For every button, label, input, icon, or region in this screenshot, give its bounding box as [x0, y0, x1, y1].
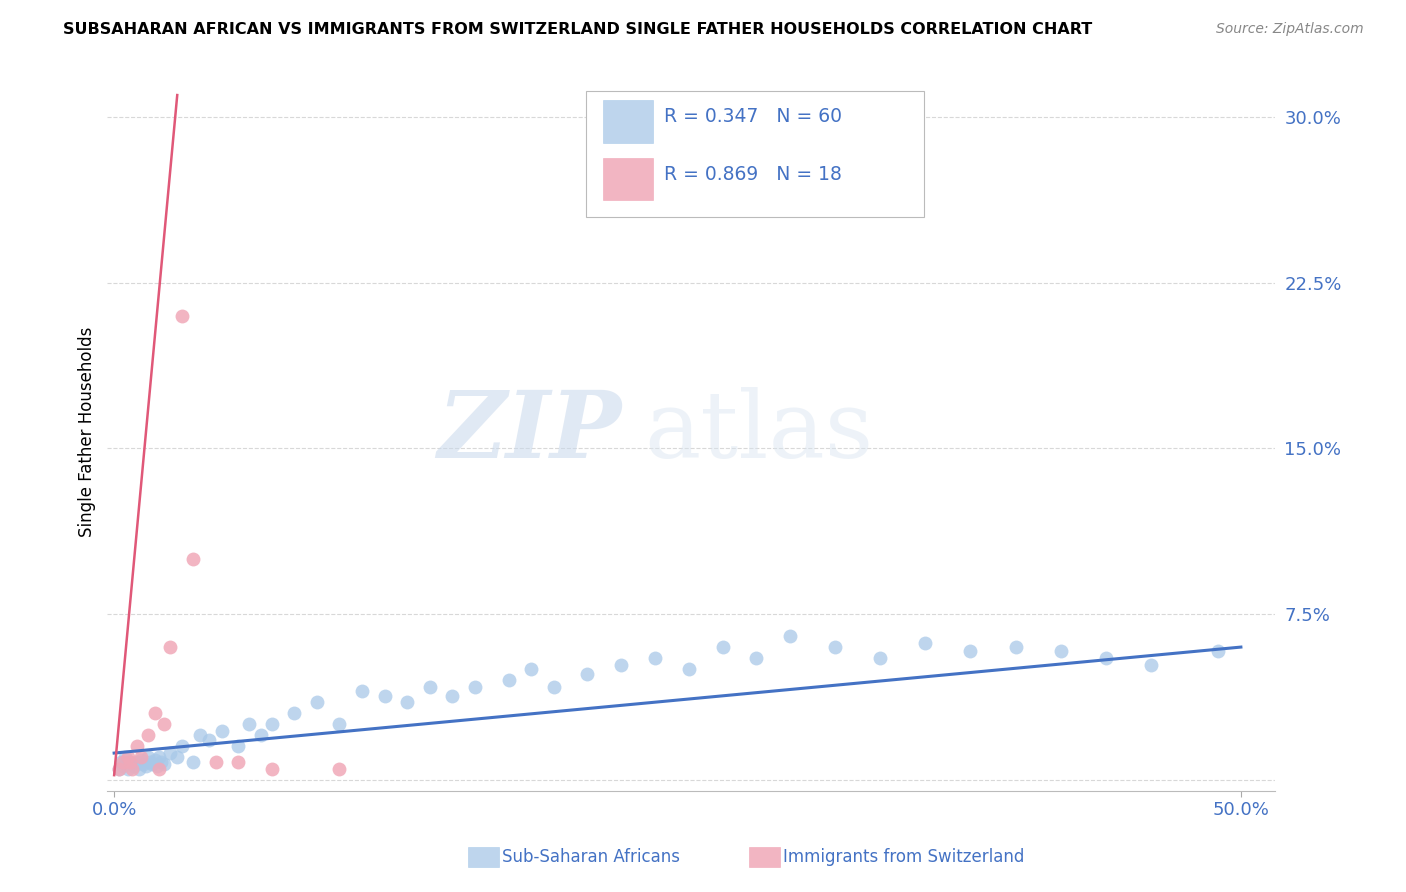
Y-axis label: Single Father Households: Single Father Households [79, 326, 96, 537]
Point [170, 309, 193, 323]
Point [148, 762, 170, 776]
Point [305, 695, 328, 709]
Point [129, 753, 152, 767]
Point [128, 762, 150, 776]
Point [141, 757, 163, 772]
Point [124, 759, 146, 773]
Point [644, 651, 666, 665]
Point [143, 706, 166, 721]
Point [1139, 657, 1161, 672]
Point [117, 762, 139, 776]
Text: Immigrants from Switzerland: Immigrants from Switzerland [783, 848, 1025, 866]
Point [121, 762, 143, 776]
Point [152, 757, 174, 772]
Point [159, 640, 181, 654]
Point [139, 755, 162, 769]
Text: Sub-Saharan Africans: Sub-Saharan Africans [502, 848, 681, 866]
Point [959, 644, 981, 658]
Point [711, 640, 734, 654]
Point [328, 717, 350, 731]
Point [1208, 644, 1230, 658]
Point [110, 755, 132, 769]
Point [576, 666, 599, 681]
Point [107, 762, 129, 776]
Point [869, 651, 891, 665]
Text: Source: ZipAtlas.com: Source: ZipAtlas.com [1216, 22, 1364, 37]
Point [188, 728, 211, 742]
Point [678, 662, 700, 676]
Point [350, 684, 373, 698]
Point [238, 717, 260, 731]
Point [136, 750, 159, 764]
Point [914, 635, 936, 649]
Point [1049, 644, 1071, 658]
Point [114, 750, 136, 764]
Point [181, 755, 204, 769]
Point [419, 680, 441, 694]
Point [112, 755, 135, 769]
Point [148, 750, 170, 764]
Point [125, 739, 148, 754]
Point [132, 757, 155, 772]
Point [226, 739, 249, 754]
Point [396, 695, 419, 709]
Point [118, 755, 141, 769]
Point [159, 746, 181, 760]
Point [283, 706, 305, 721]
Point [197, 732, 219, 747]
Point [117, 750, 139, 764]
Point [260, 762, 283, 776]
Point [779, 629, 801, 643]
FancyBboxPatch shape [586, 91, 925, 217]
Point [824, 640, 846, 654]
Point [249, 728, 271, 742]
Point [441, 689, 464, 703]
Text: SUBSAHARAN AFRICAN VS IMMIGRANTS FROM SWITZERLAND SINGLE FATHER HOUSEHOLDS CORRE: SUBSAHARAN AFRICAN VS IMMIGRANTS FROM SW… [63, 22, 1092, 37]
Point [498, 673, 520, 688]
Point [129, 750, 152, 764]
Point [112, 759, 135, 773]
Point [1004, 640, 1026, 654]
Point [464, 680, 486, 694]
Point [226, 755, 249, 769]
Point [204, 755, 226, 769]
Point [610, 657, 633, 672]
FancyBboxPatch shape [603, 158, 652, 200]
Point [328, 762, 350, 776]
Point [136, 728, 159, 742]
Point [520, 662, 543, 676]
Point [121, 757, 143, 772]
Point [107, 762, 129, 776]
Point [1094, 651, 1116, 665]
Point [143, 753, 166, 767]
Point [260, 717, 283, 731]
Point [166, 750, 188, 764]
Point [374, 689, 396, 703]
Point [150, 755, 173, 769]
FancyBboxPatch shape [603, 100, 652, 143]
Point [135, 759, 157, 773]
Text: ZIP: ZIP [437, 387, 621, 477]
Point [118, 755, 141, 769]
Text: atlas: atlas [644, 387, 873, 477]
Point [181, 551, 204, 566]
Point [211, 723, 233, 738]
Text: R = 0.869   N = 18: R = 0.869 N = 18 [664, 165, 842, 185]
Point [543, 680, 565, 694]
Point [146, 759, 169, 773]
Point [745, 651, 768, 665]
Text: R = 0.347   N = 60: R = 0.347 N = 60 [664, 106, 842, 126]
Point [170, 739, 193, 754]
Point [152, 717, 174, 731]
Point [125, 755, 148, 769]
